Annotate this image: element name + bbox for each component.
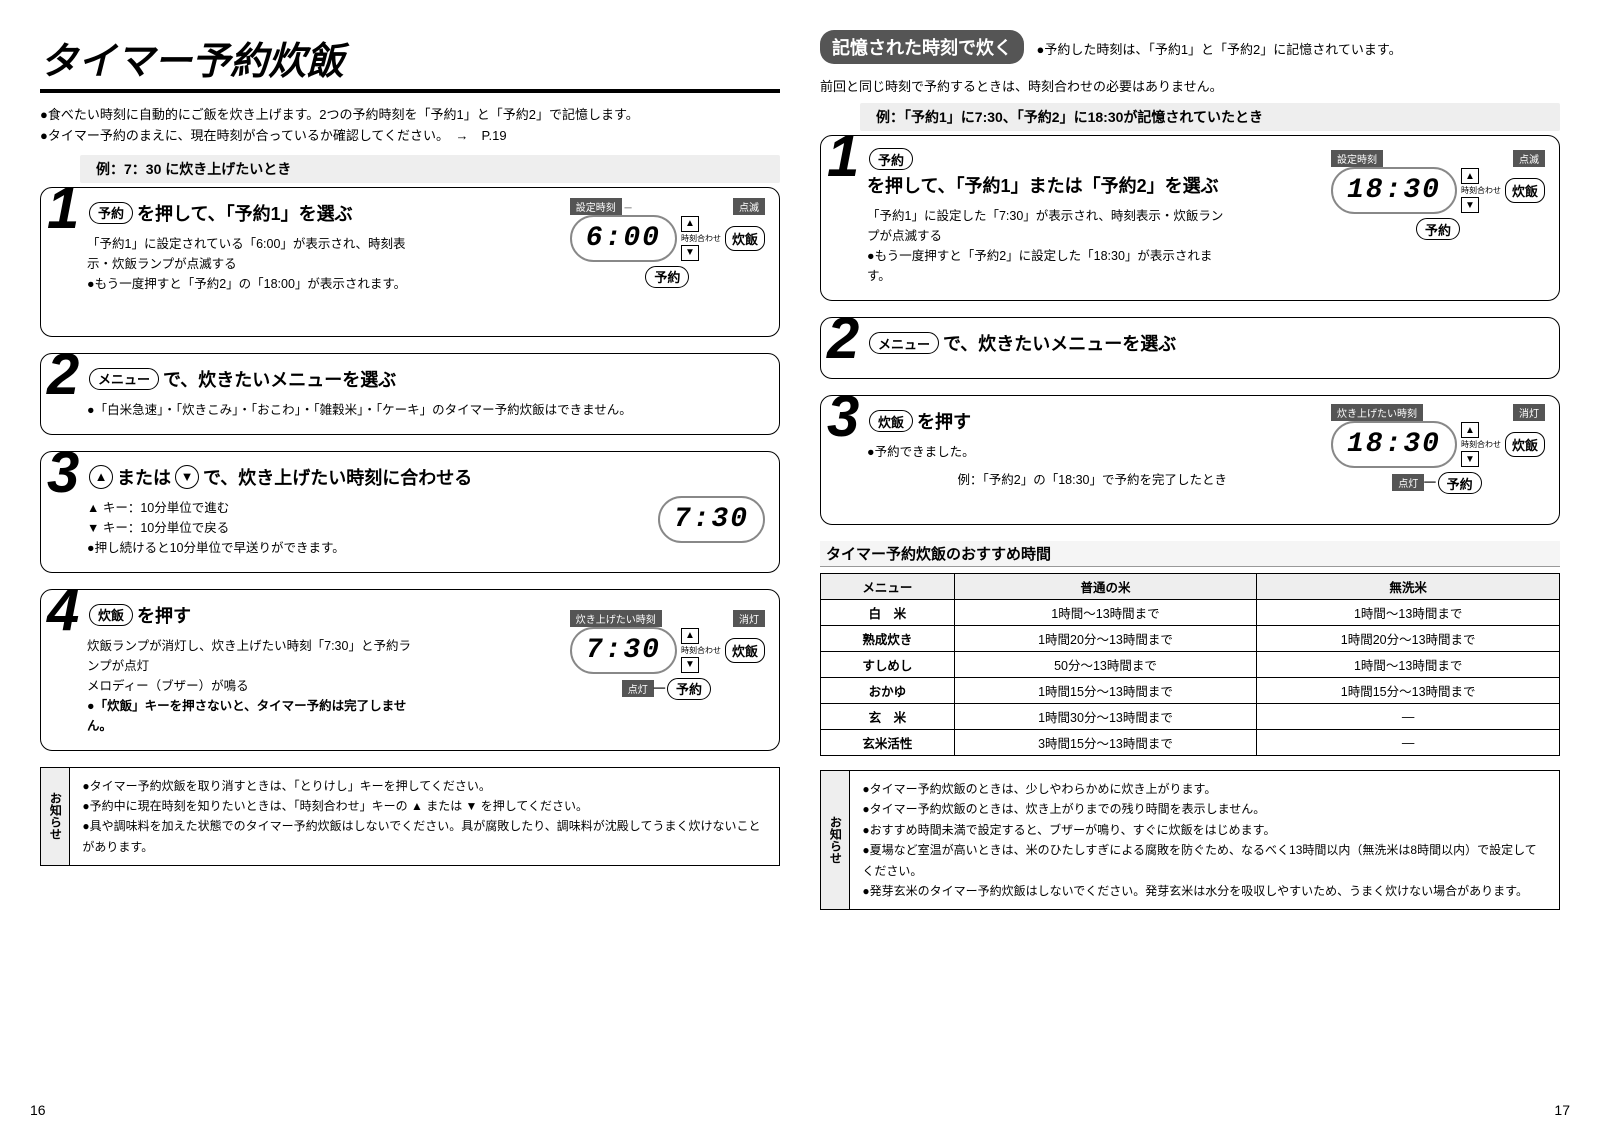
up-icon: ▲ xyxy=(681,216,699,232)
example-left: 例：7：30 に炊き上げたいとき xyxy=(80,155,780,183)
left-page: タイマー予約炊飯 食べたい時刻に自動的にご飯を炊き上げます。2つの予約時刻を「予… xyxy=(40,30,780,910)
step2-left: 2 メニュー で、炊きたいメニューを選ぶ 「白米急速」・「炊きこみ」・「おこわ」… xyxy=(40,353,780,435)
section-tag: 記憶された時刻で炊く xyxy=(820,30,1024,64)
step1-left: 1 予約 を押して、「予約1」を選ぶ 「予約1」に設定されている「6:00」が表… xyxy=(40,187,780,337)
intro: 食べたい時刻に自動的にご飯を炊き上げます。2つの予約時刻を「予約1」と「予約2」… xyxy=(40,105,780,147)
notice-right: お知らせ タイマー予約炊飯のときは、少しやわらかめに炊き上がります。 タイマー予… xyxy=(820,770,1560,910)
suihan-key[interactable]: 炊飯 xyxy=(89,604,133,626)
step1-right: 1 予約 を押して、「予約1」または「予約2」を選ぶ 「予約1」に設定した「7:… xyxy=(820,135,1560,301)
display-1: 設定時刻 ─ 点滅 6:00 ▲時刻合わせ▼ 炊飯 予約 xyxy=(570,198,765,288)
page-num-left: 16 xyxy=(30,1102,46,1118)
example-right: 例：「予約1」に7:30、「予約2」に18:30が記憶されていたとき xyxy=(860,103,1560,131)
menu-key[interactable]: メニュー xyxy=(89,368,159,390)
right-page: 記憶された時刻で炊く 予約した時刻は、「予約1」と「予約2」に記憶されています。… xyxy=(820,30,1560,910)
down-key[interactable]: ▼ xyxy=(175,465,199,489)
rec-table: メニュー普通の米無洗米 白 米1時間～13時間まで1時間～13時間まで 熟成炊き… xyxy=(820,573,1560,756)
rec-header: タイマー予約炊飯のおすすめ時間 xyxy=(820,541,1560,567)
step3-right: 3 炊飯 を押す 予約できました。 例：「予約2」の「18:30」で予約を完了し… xyxy=(820,395,1560,525)
main-title: タイマー予約炊飯 xyxy=(40,30,780,93)
notice-left: お知らせ タイマー予約炊飯を取り消すときは、「とりけし」キーを押してください。 … xyxy=(40,767,780,867)
down-icon: ▼ xyxy=(681,245,699,261)
yoyaku-key[interactable]: 予約 xyxy=(89,202,133,224)
step3-left: 3 ▲ または ▼ で、炊き上げたい時刻に合わせる ▲ キー：10分単位で進む … xyxy=(40,451,780,573)
page-num-right: 17 xyxy=(1554,1102,1570,1118)
up-key[interactable]: ▲ xyxy=(89,465,113,489)
step4-left: 4 炊飯 を押す 炊飯ランプが消灯し、炊き上げたい時刻「7:30」と予約ランプが… xyxy=(40,589,780,751)
step2-right: 2 メニュー で、炊きたいメニューを選ぶ xyxy=(820,317,1560,379)
